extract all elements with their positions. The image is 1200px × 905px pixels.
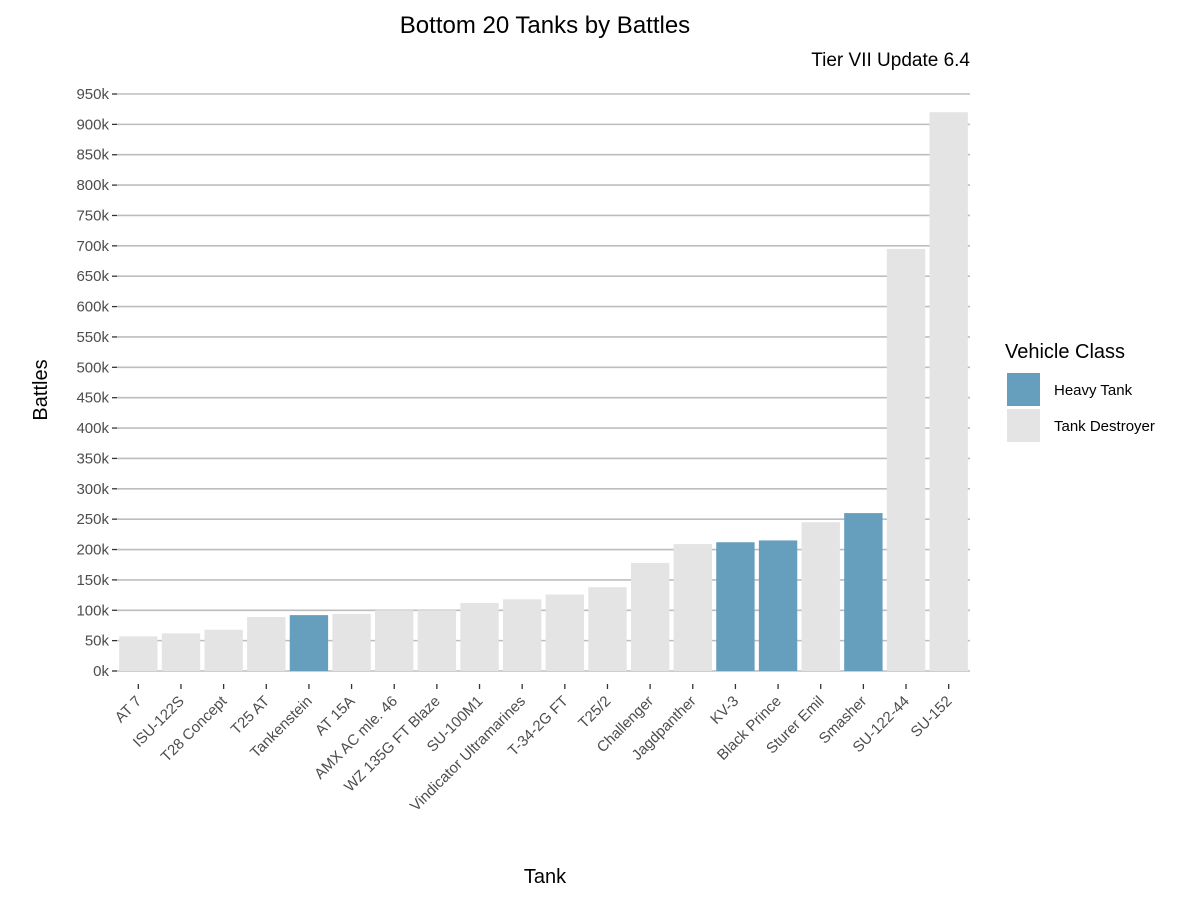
- legend: Vehicle Class Heavy Tank Tank Destroyer: [1005, 341, 1155, 442]
- bar: [247, 616, 286, 671]
- x-tick-label: T25/2: [575, 693, 614, 732]
- y-tick-label: 150k: [76, 572, 109, 589]
- legend-label: Tank Destroyer: [1054, 418, 1155, 435]
- y-axis-title: Battles: [30, 359, 52, 420]
- y-tick-label: 500k: [76, 359, 109, 376]
- bar: [844, 513, 883, 671]
- y-tick-label: 350k: [76, 450, 109, 467]
- y-tick-label: 600k: [76, 299, 109, 316]
- bar: [119, 636, 158, 671]
- legend-key: [1007, 373, 1040, 406]
- legend-title: Vehicle Class: [1005, 341, 1125, 363]
- chart-subtitle: Tier VII Update 6.4: [811, 50, 970, 71]
- bar: [673, 544, 712, 671]
- bar: [716, 542, 755, 671]
- y-tick-label: 400k: [76, 420, 109, 437]
- y-tick-label: 950k: [76, 86, 109, 103]
- y-tick-label: 550k: [76, 329, 109, 346]
- y-tick-label: 650k: [76, 268, 109, 285]
- y-tick-label: 850k: [76, 147, 109, 164]
- bar: [204, 629, 243, 671]
- bar: [289, 615, 329, 671]
- bar: [630, 562, 670, 671]
- bar: [886, 248, 926, 671]
- y-tick-label: 250k: [76, 511, 109, 528]
- bar: [375, 610, 414, 671]
- y-tick-label: 900k: [76, 116, 109, 133]
- y-tick-label: 700k: [76, 238, 109, 255]
- x-tick-label: AT 7: [112, 693, 145, 726]
- bar: [332, 613, 371, 671]
- y-tick-label: 100k: [76, 602, 109, 619]
- legend-label: Heavy Tank: [1054, 382, 1133, 399]
- bar: [545, 594, 585, 671]
- bar: [161, 633, 201, 671]
- x-tick-label: KV-3: [707, 693, 742, 728]
- bar: [801, 522, 840, 671]
- x-axis-title: Tank: [524, 866, 567, 888]
- bar: [460, 602, 499, 671]
- bar: [929, 112, 968, 671]
- bar: [502, 599, 542, 671]
- y-tick-label: 800k: [76, 177, 109, 194]
- chart-title: Bottom 20 Tanks by Battles: [400, 12, 690, 39]
- bars: [119, 112, 968, 671]
- gridlines: [117, 93, 970, 672]
- legend-key: [1007, 409, 1040, 442]
- bar: [417, 610, 457, 671]
- y-tick-label: 450k: [76, 390, 109, 407]
- y-tick-label: 50k: [85, 633, 110, 650]
- y-tick-label: 300k: [76, 481, 109, 498]
- y-tick-label: 750k: [76, 207, 109, 224]
- y-axis: 0k 50k 100k 150k 200k 250k 300k 350k 400k 450k 500…: [76, 86, 117, 680]
- y-tick-label: 0k: [93, 663, 109, 680]
- bar: [758, 540, 798, 671]
- x-tick-label: SU-152: [908, 693, 956, 741]
- bar: [588, 587, 627, 671]
- y-tick-label: 200k: [76, 542, 109, 559]
